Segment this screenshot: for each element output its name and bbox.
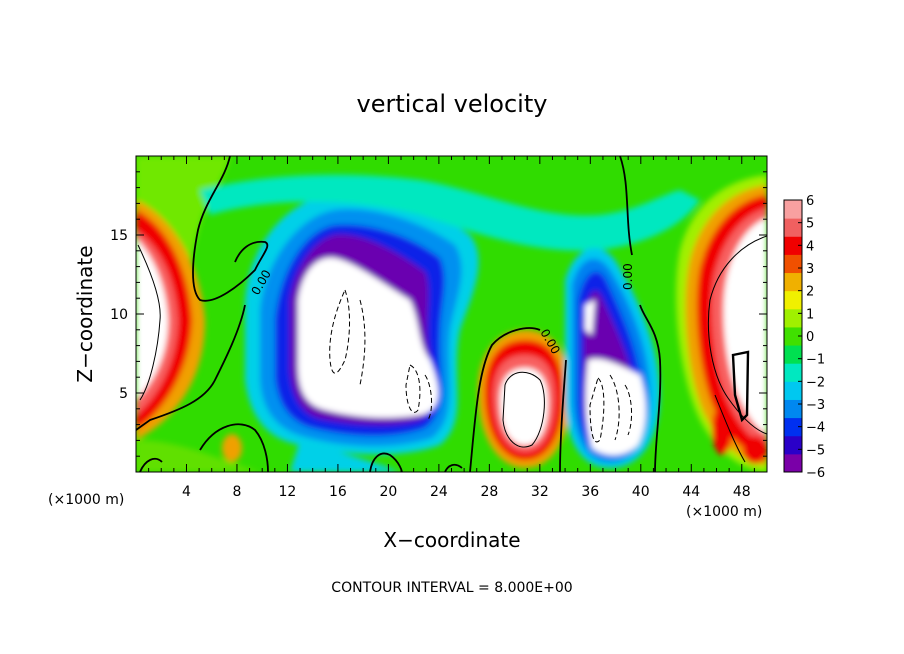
colorbar-tick-label: −2 [806, 375, 825, 390]
x-unit-left: (×1000 m) [48, 492, 124, 508]
x-tick-label: 8 [232, 484, 241, 500]
footer-contour-interval: CONTOUR INTERVAL = 8.000E+00 [331, 580, 572, 596]
colorbar: 6 5 4 3 2 1 0 −1 −2 −3 −4 −5 −6 [783, 194, 825, 481]
colorbar-tick-label: 4 [806, 239, 814, 254]
colorbar-swatch [784, 218, 802, 237]
velocity-field: 0.00 0.00 0.00 [136, 156, 767, 472]
x-ticks: 4 8 12 16 20 24 28 32 36 40 44 48 [148, 156, 755, 500]
colorbar-swatch [784, 290, 802, 310]
colorbar-swatch [784, 254, 802, 274]
x-tick-label: 36 [581, 484, 599, 500]
x-unit-right: (×1000 m) [686, 504, 762, 520]
colorbar-swatch [784, 326, 802, 346]
colorbar-tick-label: 2 [806, 285, 814, 300]
colorbar-swatch [784, 363, 802, 382]
colorbar-tick-label: 1 [806, 307, 814, 322]
colorbar-tick-label: −3 [806, 398, 825, 413]
y-ticks: 5 10 15 [110, 171, 767, 457]
x-tick-label: 20 [379, 484, 397, 500]
colorbar-swatch [784, 399, 802, 419]
x-tick-label: 44 [682, 484, 700, 500]
colorbar-swatch [784, 272, 802, 292]
x-tick-label: 28 [480, 484, 498, 500]
x-tick-label: 24 [430, 484, 448, 500]
colorbar-swatch [784, 417, 802, 437]
contour-label-3: 0.00 [621, 263, 635, 290]
colorbar-tick-label: 0 [806, 330, 814, 345]
y-tick-label: 10 [110, 307, 128, 323]
colorbar-swatch [784, 381, 802, 400]
colorbar-tick-label: 3 [806, 262, 814, 277]
colorbar-swatch [784, 308, 802, 328]
colorbar-swatch [784, 236, 802, 255]
colorbar-tick-label: −1 [806, 353, 825, 368]
y-axis-label: Z−coordinate [73, 245, 97, 382]
x-tick-label: 4 [182, 484, 191, 500]
colorbar-swatch [784, 345, 802, 364]
colorbar-tick-label: 5 [806, 217, 814, 232]
y-tick-label: 5 [119, 386, 128, 402]
colorbar-tick-label: −5 [806, 443, 825, 458]
x-axis-label: X−coordinate [383, 528, 520, 552]
y-tick-label: 15 [110, 228, 128, 244]
x-tick-label: 16 [329, 484, 347, 500]
colorbar-tick-label: −6 [806, 466, 825, 481]
colorbar-swatch [784, 435, 802, 455]
colorbar-tick-label: −4 [806, 421, 825, 436]
colorbar-swatch [784, 453, 802, 473]
x-tick-label: 32 [531, 484, 549, 500]
colorbar-swatch [784, 200, 802, 219]
x-tick-label: 40 [632, 484, 650, 500]
x-tick-label: 48 [733, 484, 751, 500]
colorbar-tick-label: 6 [806, 194, 814, 209]
chart-title: vertical velocity [357, 90, 548, 118]
x-tick-label: 12 [279, 484, 297, 500]
